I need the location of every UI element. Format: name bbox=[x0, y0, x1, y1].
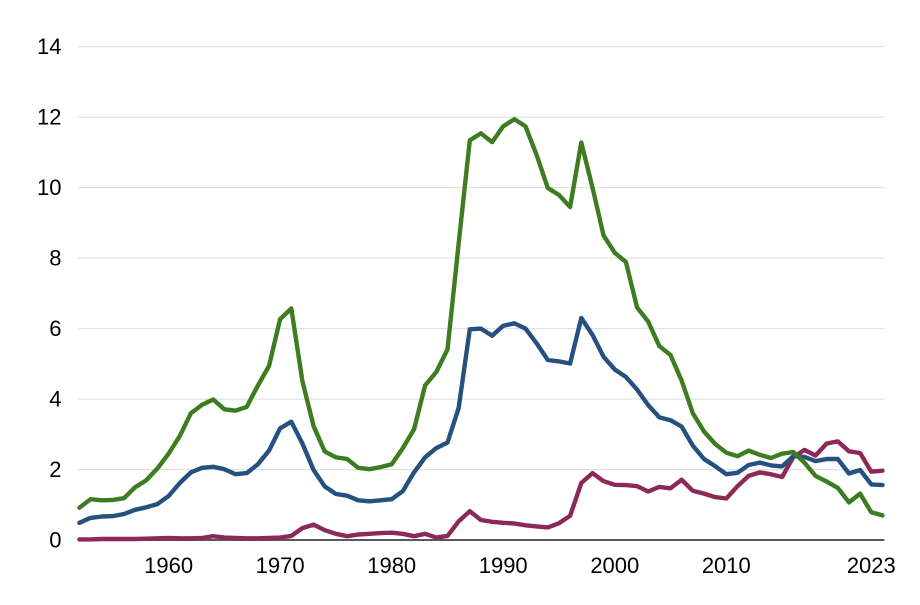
svg-text:1980: 1980 bbox=[367, 553, 416, 578]
svg-text:2: 2 bbox=[49, 457, 61, 482]
svg-text:2023: 2023 bbox=[847, 553, 896, 578]
svg-text:6: 6 bbox=[49, 316, 61, 341]
svg-text:4: 4 bbox=[49, 387, 61, 412]
svg-text:2010: 2010 bbox=[702, 553, 751, 578]
svg-text:10: 10 bbox=[37, 175, 61, 200]
svg-text:2000: 2000 bbox=[590, 553, 639, 578]
svg-text:0: 0 bbox=[49, 528, 61, 553]
svg-text:1990: 1990 bbox=[479, 553, 528, 578]
svg-text:12: 12 bbox=[37, 105, 61, 130]
svg-text:1970: 1970 bbox=[256, 553, 305, 578]
svg-text:8: 8 bbox=[49, 246, 61, 271]
svg-text:14: 14 bbox=[37, 34, 61, 59]
svg-text:1960: 1960 bbox=[144, 553, 193, 578]
